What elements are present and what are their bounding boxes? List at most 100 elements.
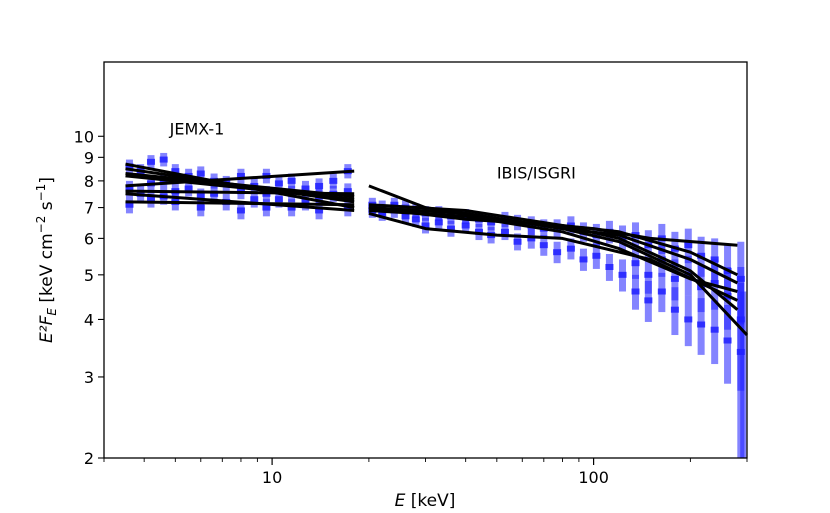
data-point-marker	[670, 275, 679, 282]
data-point	[644, 280, 653, 322]
data-point	[274, 191, 283, 208]
data-point	[411, 211, 420, 228]
data-point-marker	[287, 177, 296, 184]
data-point-marker	[579, 256, 588, 263]
data-point-marker	[378, 210, 387, 217]
data-point	[566, 238, 575, 260]
data-point-errorbar	[724, 304, 732, 384]
data-point-marker	[287, 204, 296, 211]
data-point-marker	[236, 207, 245, 214]
x-tick-label: 100	[578, 468, 609, 487]
data-point	[684, 228, 693, 264]
data-point	[125, 180, 134, 197]
data-point-marker	[539, 242, 548, 249]
data-point-marker	[250, 196, 259, 203]
data-point-marker	[262, 204, 271, 211]
y-axis-ticks: 2 3 4 5 6 7 8 9 10	[74, 127, 104, 468]
annotation-label: JEMX-1	[169, 119, 225, 138]
data-point-marker	[146, 158, 155, 165]
data-point-marker	[605, 263, 614, 270]
data-point-marker	[513, 238, 522, 245]
y-tick-label: 9	[84, 148, 94, 167]
data-point-marker	[527, 235, 536, 242]
model-line	[125, 174, 355, 201]
y-tick-label: 7	[84, 199, 94, 218]
data-point	[315, 201, 324, 220]
data-point	[146, 155, 155, 169]
data-point	[196, 166, 205, 181]
data-point	[301, 180, 310, 197]
data-point	[171, 164, 180, 179]
data-point	[605, 253, 614, 281]
data-point	[287, 199, 296, 217]
data-point	[644, 257, 653, 294]
data-point	[723, 304, 732, 384]
y-tick-label: 5	[84, 266, 94, 285]
data-point	[553, 241, 562, 264]
data-point-marker	[171, 168, 180, 175]
data-point	[631, 248, 640, 279]
data-point	[159, 152, 168, 167]
data-point	[710, 300, 719, 365]
data-point-marker	[566, 245, 575, 252]
model-line	[125, 189, 355, 196]
data-point	[670, 287, 679, 336]
data-point-marker	[196, 193, 205, 200]
data-point-marker	[125, 185, 134, 192]
annotations-group: JEMX-1 IBIS/ISGRI	[169, 119, 576, 182]
data-point	[184, 180, 193, 197]
data-point	[527, 228, 536, 249]
data-point-marker	[710, 326, 719, 333]
data-point-marker	[644, 297, 653, 304]
data-point	[618, 259, 627, 292]
data-point-marker	[329, 177, 338, 184]
model-lines-group	[125, 162, 749, 337]
data-point-marker	[146, 196, 155, 203]
data-point-marker	[411, 216, 420, 223]
data-point-marker	[474, 228, 483, 235]
data-point-marker	[697, 321, 706, 328]
data-point-marker	[196, 204, 205, 211]
data-point-marker	[301, 185, 310, 192]
x-axis-ticks: 10 100	[103, 458, 748, 487]
model-line	[125, 169, 355, 188]
data-point-marker	[315, 207, 324, 214]
data-point-marker	[125, 201, 134, 208]
data-point	[262, 199, 271, 217]
data-point	[274, 175, 283, 192]
y-tick-label: 4	[84, 310, 94, 329]
data-point-marker	[184, 185, 193, 192]
data-point	[196, 199, 205, 217]
data-point-marker	[461, 222, 470, 229]
data-point-marker	[657, 288, 666, 295]
data-point-marker	[196, 170, 205, 177]
data-point-marker	[274, 196, 283, 203]
data-point	[684, 295, 693, 347]
data-point	[631, 274, 640, 310]
y-tick-label: 8	[84, 172, 94, 191]
data-point	[446, 220, 455, 237]
data-point	[500, 223, 509, 241]
data-point-marker	[710, 279, 719, 286]
data-point	[301, 193, 310, 211]
data-point	[401, 209, 410, 224]
data-point-marker	[631, 288, 640, 295]
data-point-marker	[446, 225, 455, 232]
data-point	[670, 259, 679, 301]
data-point	[657, 272, 666, 313]
data-point-marker	[421, 222, 430, 229]
data-points-group	[125, 152, 747, 458]
data-point	[236, 201, 245, 220]
data-point-marker	[434, 219, 443, 226]
model-line	[368, 206, 739, 277]
x-axis-label: E [keV]	[395, 491, 456, 511]
data-point	[579, 248, 588, 271]
data-point-marker	[644, 271, 653, 278]
data-point-marker	[274, 180, 283, 187]
data-point	[125, 159, 134, 174]
data-point	[697, 298, 706, 355]
model-line	[368, 211, 739, 302]
annotation-label: IBIS/ISGRI	[497, 163, 576, 182]
data-point	[539, 235, 548, 256]
